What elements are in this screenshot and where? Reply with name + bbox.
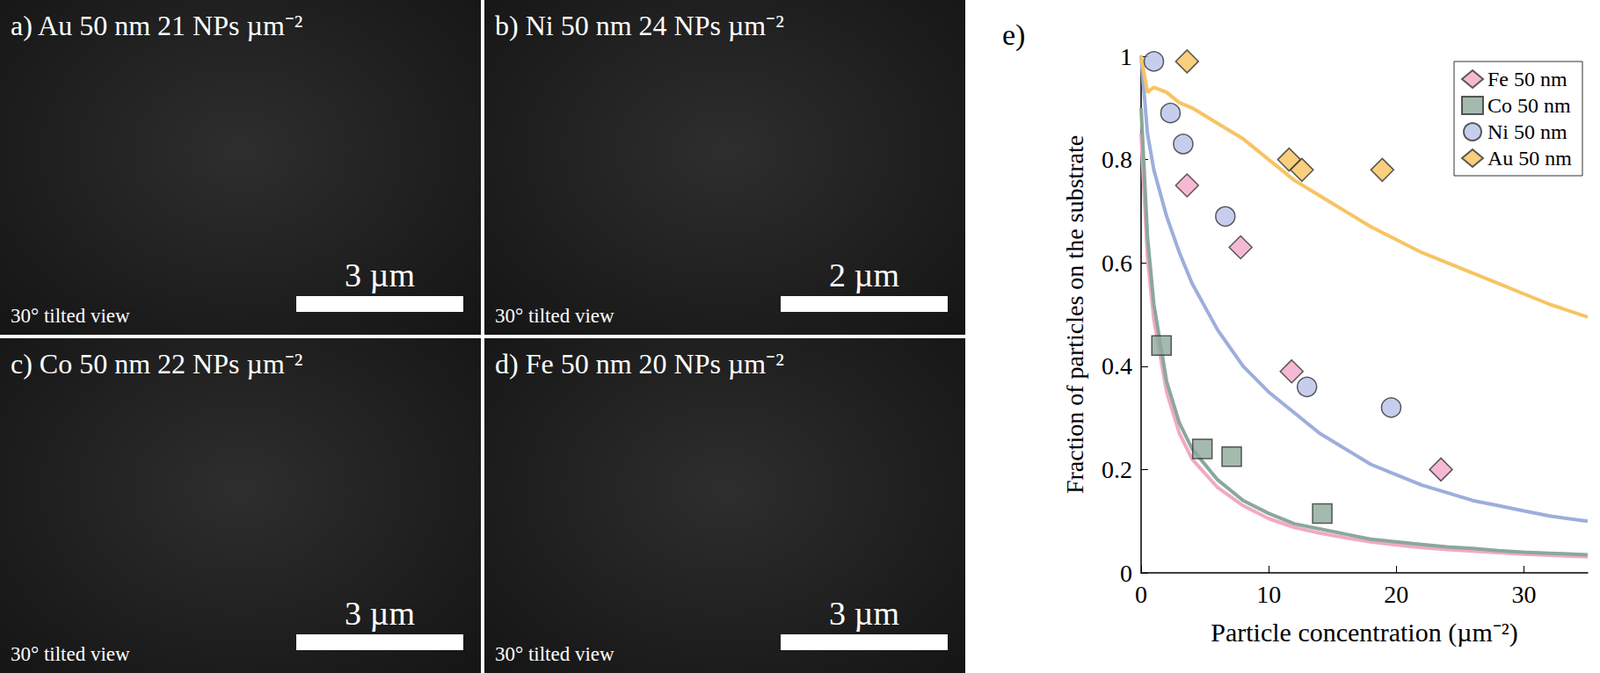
html-text:b) Ni 50 nm 24 NPs µm⁻²: b) Ni 50 nm 24 NPs µm⁻² xyxy=(494,9,784,42)
svg-text:0.6: 0.6 xyxy=(1101,249,1133,277)
svg-text:10: 10 xyxy=(1256,581,1281,609)
svg-text:1: 1 xyxy=(1120,43,1133,71)
html-text:a) Au 50 nm 21 NPs µm⁻²: a) Au 50 nm 21 NPs µm⁻² xyxy=(10,9,303,42)
svg-text:20: 20 xyxy=(1383,581,1409,609)
html-text:3 µm: 3 µm xyxy=(344,256,415,294)
html-text:d) Fe 50 nm 20 NPs µm⁻²: d) Fe 50 nm 20 NPs µm⁻² xyxy=(494,348,784,380)
html-text:3 µm: 3 µm xyxy=(829,595,900,633)
svg-text:Fe 50 nm: Fe 50 nm xyxy=(1487,67,1568,91)
html-text:30° tilted view: 30° tilted view xyxy=(494,643,615,666)
html-text:30° tilted view: 30° tilted view xyxy=(494,305,615,328)
svg-text:0: 0 xyxy=(1134,581,1148,609)
svg-text:Ni 50 nm: Ni 50 nm xyxy=(1487,120,1568,144)
svg-text:30: 30 xyxy=(1511,581,1536,609)
html-text:2 µm: 2 µm xyxy=(829,256,900,294)
html-text:30° tilted view: 30° tilted view xyxy=(10,643,130,666)
svg-text:e): e) xyxy=(1002,18,1026,52)
html-text:30° tilted view: 30° tilted view xyxy=(10,305,130,328)
svg-text:Particle concentration (µm⁻²): Particle concentration (µm⁻²) xyxy=(1210,618,1518,648)
svg-text:Au 50 nm: Au 50 nm xyxy=(1487,146,1572,170)
svg-text:0.4: 0.4 xyxy=(1101,352,1133,380)
svg-text:Co 50 nm: Co 50 nm xyxy=(1487,94,1571,117)
svg-text:0: 0 xyxy=(1120,560,1133,588)
svg-text:Fraction of particles on the s: Fraction of particles on the substrate xyxy=(1061,135,1089,495)
html-text:c) Co 50 nm 22 NPs µm⁻²: c) Co 50 nm 22 NPs µm⁻² xyxy=(10,348,303,380)
svg-text:0.8: 0.8 xyxy=(1101,145,1133,174)
html-text:3 µm: 3 µm xyxy=(344,595,415,633)
svg-text:0.2: 0.2 xyxy=(1101,456,1133,484)
